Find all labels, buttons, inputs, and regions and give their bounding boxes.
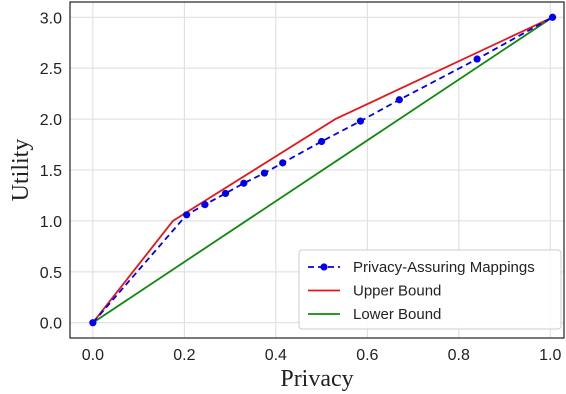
data-point-privacy-assuring-mappings [260, 169, 268, 177]
data-point-privacy-assuring-mappings [279, 159, 287, 167]
y-tick-label: 2.0 [40, 112, 62, 129]
legend-label-privacy-assuring-mappings: Privacy-Assuring Mappings [353, 259, 535, 276]
data-point-privacy-assuring-mappings [473, 55, 481, 63]
x-tick-label: 0.4 [265, 347, 287, 364]
y-tick-labels: 0.0 0.5 1.0 1.5 2.0 2.5 3.0 [40, 10, 62, 332]
x-tick-label: 0.2 [173, 347, 195, 364]
x-tick-label: 0.8 [448, 347, 470, 364]
series-layer [89, 13, 557, 327]
data-point-privacy-assuring-mappings [221, 189, 230, 198]
x-tick-label: 0.0 [82, 347, 104, 364]
legend-marker-privacy-assuring-mappings [320, 263, 328, 271]
legend-label-upper-bound: Upper Bound [353, 283, 441, 300]
legend-box [298, 249, 562, 330]
y-tick-label: 0.0 [40, 316, 62, 333]
data-point-privacy-assuring-mappings [183, 211, 191, 219]
y-tick-label: 0.5 [40, 265, 62, 282]
x-tick-label: 1.0 [539, 347, 561, 364]
legend: Privacy-Assuring Mappings Upper Bound Lo… [298, 249, 562, 330]
x-tick-labels: 0.0 0.2 0.4 0.6 0.8 1.0 [82, 347, 562, 364]
grid [70, 2, 564, 338]
y-tick-label: 3.0 [40, 10, 62, 27]
data-point-privacy-assuring-mappings [548, 13, 557, 21]
data-point-privacy-assuring-mappings [395, 96, 403, 104]
data-point-privacy-assuring-mappings [356, 117, 365, 125]
y-tick-label: 1.5 [40, 163, 62, 180]
legend-label-lower-bound: Lower Bound [353, 306, 441, 323]
plot-area [69, 1, 565, 339]
series-line-lower-bound [92, 16, 554, 324]
x-axis-label: Privacy [280, 366, 353, 392]
data-point-privacy-assuring-mappings [317, 137, 326, 146]
series-line-upper-bound [92, 16, 553, 324]
data-point-privacy-assuring-mappings [201, 201, 209, 209]
y-tick-label: 1.0 [40, 214, 62, 231]
y-axis-label: Utility [8, 139, 34, 202]
data-point-privacy-assuring-mappings [89, 319, 97, 327]
x-tick-label: 0.6 [356, 347, 378, 364]
y-tick-label: 2.5 [40, 61, 62, 78]
data-point-privacy-assuring-mappings [240, 179, 248, 187]
